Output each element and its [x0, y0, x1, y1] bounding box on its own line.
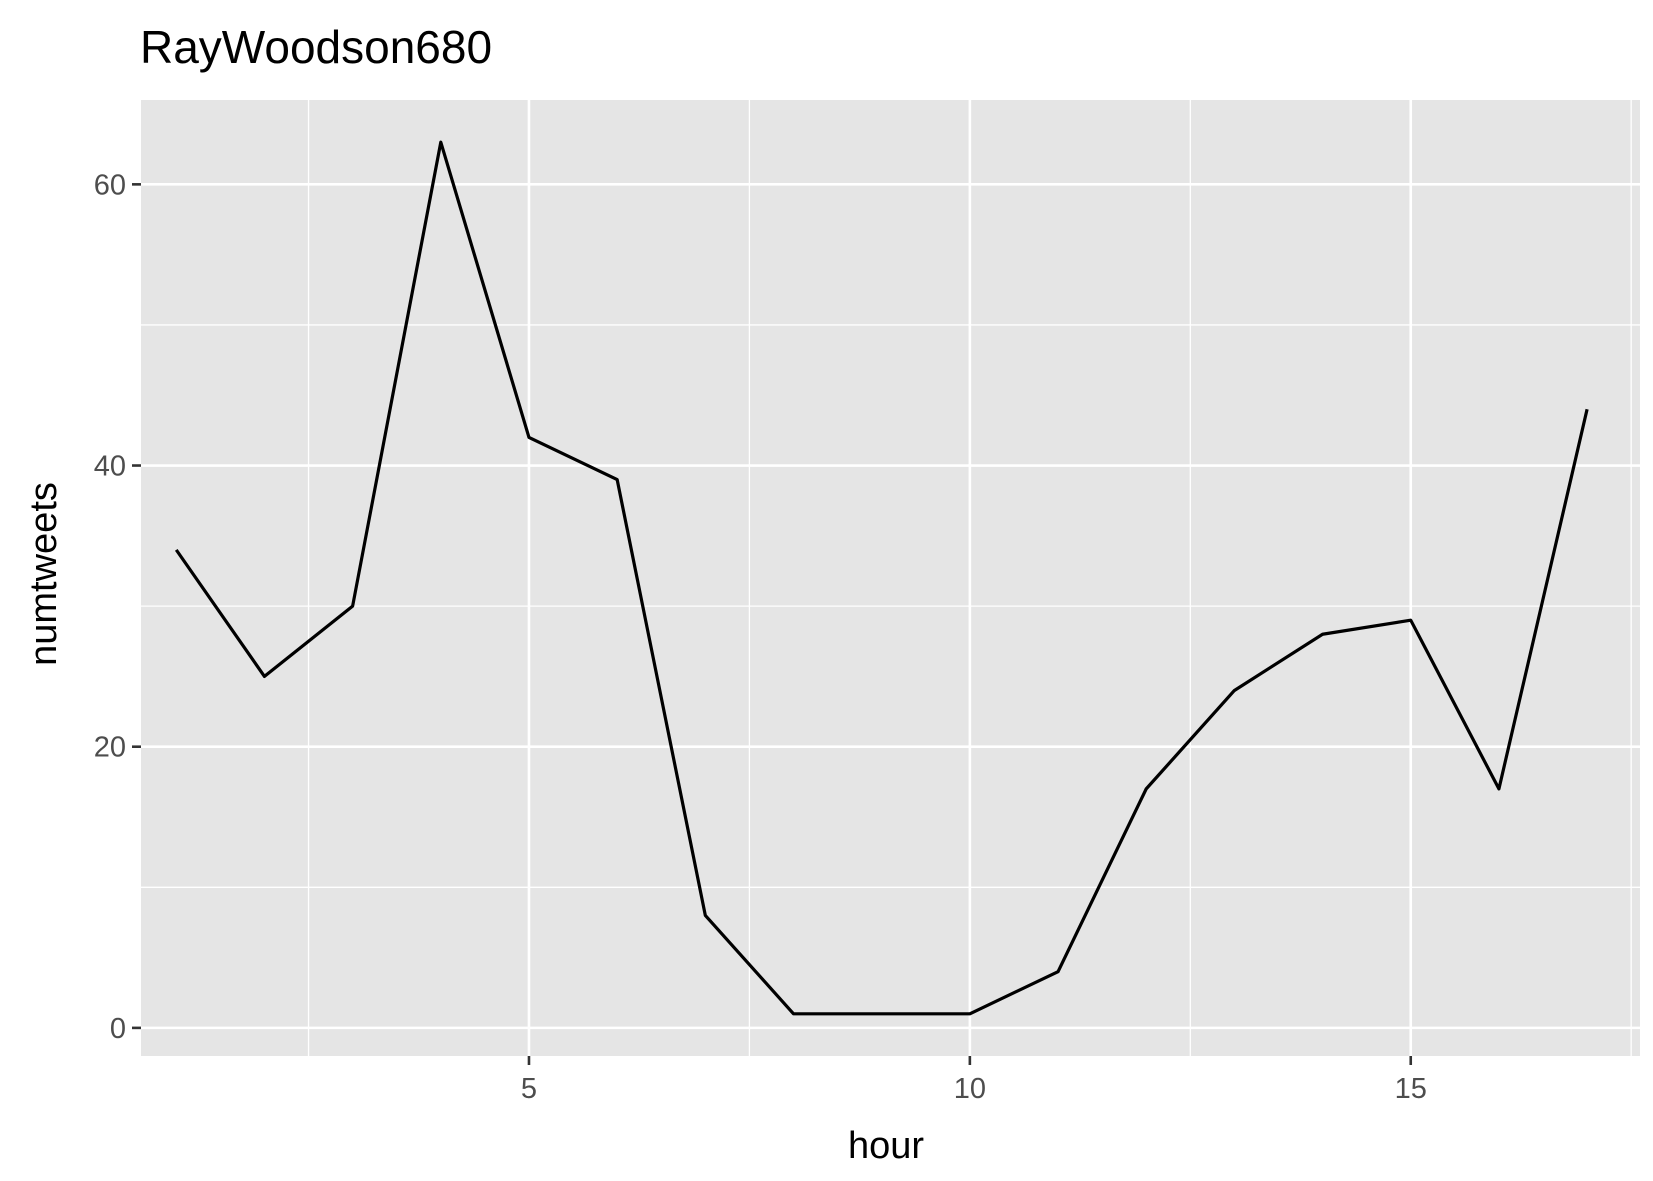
plot-panel: [141, 100, 1640, 1056]
x-tick-label: 10: [954, 1073, 986, 1105]
y-axis-label: numtweets: [23, 482, 65, 666]
y-tick-label: 0: [110, 1013, 126, 1045]
x-tick-label: 15: [1395, 1073, 1427, 1105]
y-tick-label: 20: [94, 732, 126, 764]
y-tick-label: 40: [94, 451, 126, 483]
x-axis-label: hour: [848, 1125, 924, 1167]
major-grid: [141, 100, 1640, 1056]
x-tick-label: 5: [521, 1073, 537, 1105]
x-axis: 5 10 15: [521, 1056, 1427, 1105]
series-line: [174, 140, 1589, 1016]
minor-grid: [141, 100, 1640, 1056]
y-tick-label: 60: [94, 169, 126, 201]
chart-title: RayWoodson680: [140, 21, 492, 73]
series-layer: [174, 140, 1589, 1016]
y-axis: 0 20 40 60: [94, 169, 141, 1045]
